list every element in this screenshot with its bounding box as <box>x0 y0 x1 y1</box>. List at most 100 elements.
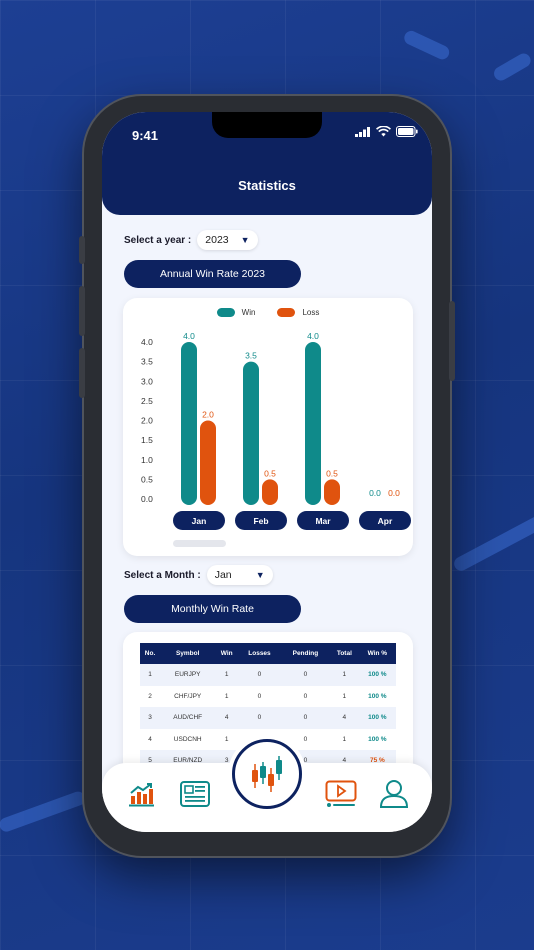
x-category-pill <box>173 511 225 530</box>
table-cell: 4 <box>215 707 239 729</box>
table-cell: 1 <box>215 664 239 686</box>
news-icon <box>180 781 210 807</box>
table-row[interactable]: 1 EURJPY 1 0 0 1 100 % <box>140 664 396 686</box>
y-tick-label: 4.0 <box>141 337 153 347</box>
year-select-value: 2023 <box>205 234 229 246</box>
phone-notch <box>212 112 322 138</box>
monthly-win-rate-pill[interactable]: Monthly Win Rate <box>124 595 301 623</box>
data-label-win: 0.0 <box>369 488 381 498</box>
table-cell: 100 % <box>358 664 396 686</box>
column-header: No. <box>140 643 161 664</box>
table-cell: 1 <box>140 664 161 686</box>
bar-loss <box>324 479 340 505</box>
data-label-win: 4.0 <box>183 331 195 341</box>
data-label-loss: 0.5 <box>264 468 276 478</box>
table-cell: 4 <box>329 707 359 729</box>
table-cell: EURJPY <box>160 664 216 686</box>
x-category-pill <box>359 511 411 530</box>
bottom-navigation <box>102 739 432 832</box>
candlestick-icon <box>252 756 282 792</box>
status-icons <box>355 126 418 137</box>
legend-item-loss: Loss <box>277 308 319 317</box>
y-tick-label: 3.5 <box>141 357 153 367</box>
table-cell: 1 <box>224 735 229 743</box>
x-tick-label: Jan <box>192 516 207 526</box>
x-category-pill <box>297 511 349 530</box>
table-cell: 0 <box>303 692 308 700</box>
chevron-down-icon: ▼ <box>255 570 265 580</box>
x-tick-label: Feb <box>253 516 268 526</box>
table-cell: 2 <box>148 692 152 700</box>
table-cell: 0 <box>238 664 281 686</box>
annual-win-rate-pill[interactable]: Annual Win Rate 2023 <box>124 260 301 288</box>
analytics-icon <box>129 783 154 807</box>
data-label-loss: 2.0 <box>202 410 214 420</box>
video-icon <box>325 780 357 807</box>
app-screen: 9:41 Statistics <box>102 112 432 832</box>
year-select[interactable]: 2023 ▼ <box>197 230 258 250</box>
data-label-loss: 0.5 <box>326 468 338 478</box>
month-select-label: Select a Month : <box>124 569 201 581</box>
chart-scrollbar[interactable] <box>173 540 226 547</box>
bar-win <box>243 361 259 505</box>
legend-swatch-loss <box>277 308 296 317</box>
legend-label-loss: Loss <box>302 308 320 317</box>
table-cell: 0 <box>238 707 281 729</box>
bar-loss <box>200 420 216 505</box>
table-row[interactable]: 3 AUD/CHF 4 0 0 4 100 % <box>140 707 396 729</box>
table-cell: 1 <box>342 735 347 743</box>
nav-video[interactable] <box>324 779 358 809</box>
table-cell: 100 % <box>358 707 396 729</box>
bar-win <box>181 342 197 505</box>
phone-power-button <box>449 301 455 381</box>
y-tick-label: 0.5 <box>141 474 153 484</box>
column-header: Win % <box>358 643 396 664</box>
table-row[interactable]: 2 CHF/JPY 1 0 0 1 100 % <box>140 686 396 708</box>
month-select[interactable]: Jan ▼ <box>206 565 273 585</box>
wifi-icon <box>376 126 391 137</box>
column-header: Pending <box>280 643 330 664</box>
nav-profile[interactable] <box>377 777 411 809</box>
signal-icon <box>355 126 370 137</box>
phone-side-button <box>79 236 85 264</box>
status-time: 9:41 <box>132 128 159 143</box>
table-cell: AUD/CHF <box>160 707 216 729</box>
y-tick-label: 1.5 <box>141 435 153 445</box>
table-cell: 100 % <box>368 735 387 743</box>
table-cell: CHF/JPY <box>174 692 202 700</box>
y-tick-label: 2.0 <box>141 416 153 426</box>
nav-analytics[interactable] <box>124 779 158 809</box>
legend-label-win: Win <box>241 308 256 317</box>
table-cell: 3 <box>140 707 161 729</box>
y-tick-label: 3.0 <box>141 376 153 386</box>
x-category-pill <box>235 511 287 530</box>
month-select-value: Jan <box>214 569 232 581</box>
table-header-row: No. Symbol Win Losses Pending Total Win … <box>140 643 396 664</box>
nav-trade[interactable] <box>232 739 302 809</box>
profile-icon <box>379 780 409 808</box>
data-label-win: 3.5 <box>245 351 257 361</box>
battery-icon <box>396 126 418 137</box>
column-header: Losses <box>238 643 281 664</box>
bar-win <box>305 342 321 505</box>
legend-swatch-win <box>216 308 235 317</box>
table-cell: 0 <box>280 707 330 729</box>
bar-loss <box>262 479 278 505</box>
annual-chart-card: Win Loss 4.0 3.5 3.0 2.5 2.0 1.5 1.0 0.5 0.0 4.0 2… <box>123 298 413 556</box>
chevron-down-icon: ▼ <box>240 235 250 245</box>
x-tick-label: Apr <box>378 516 393 526</box>
nav-news[interactable] <box>178 779 212 809</box>
y-tick-label: 2.5 <box>141 396 153 406</box>
table-cell: 100 % <box>368 692 387 700</box>
table-cell: USDCNH <box>173 735 202 743</box>
table-cell: 0 <box>280 664 330 686</box>
chart-legend: Win Loss <box>123 308 413 317</box>
data-label-win: 4.0 <box>307 331 319 341</box>
data-label-loss: 0.0 <box>388 488 400 498</box>
y-tick-label: 1.0 <box>141 455 153 465</box>
phone-frame: 9:41 Statistics <box>79 96 455 856</box>
year-select-label: Select a year : <box>124 234 192 246</box>
phone-volume-up <box>79 286 85 336</box>
table-cell: 0 <box>257 692 262 700</box>
x-tick-label: Mar <box>315 516 331 526</box>
